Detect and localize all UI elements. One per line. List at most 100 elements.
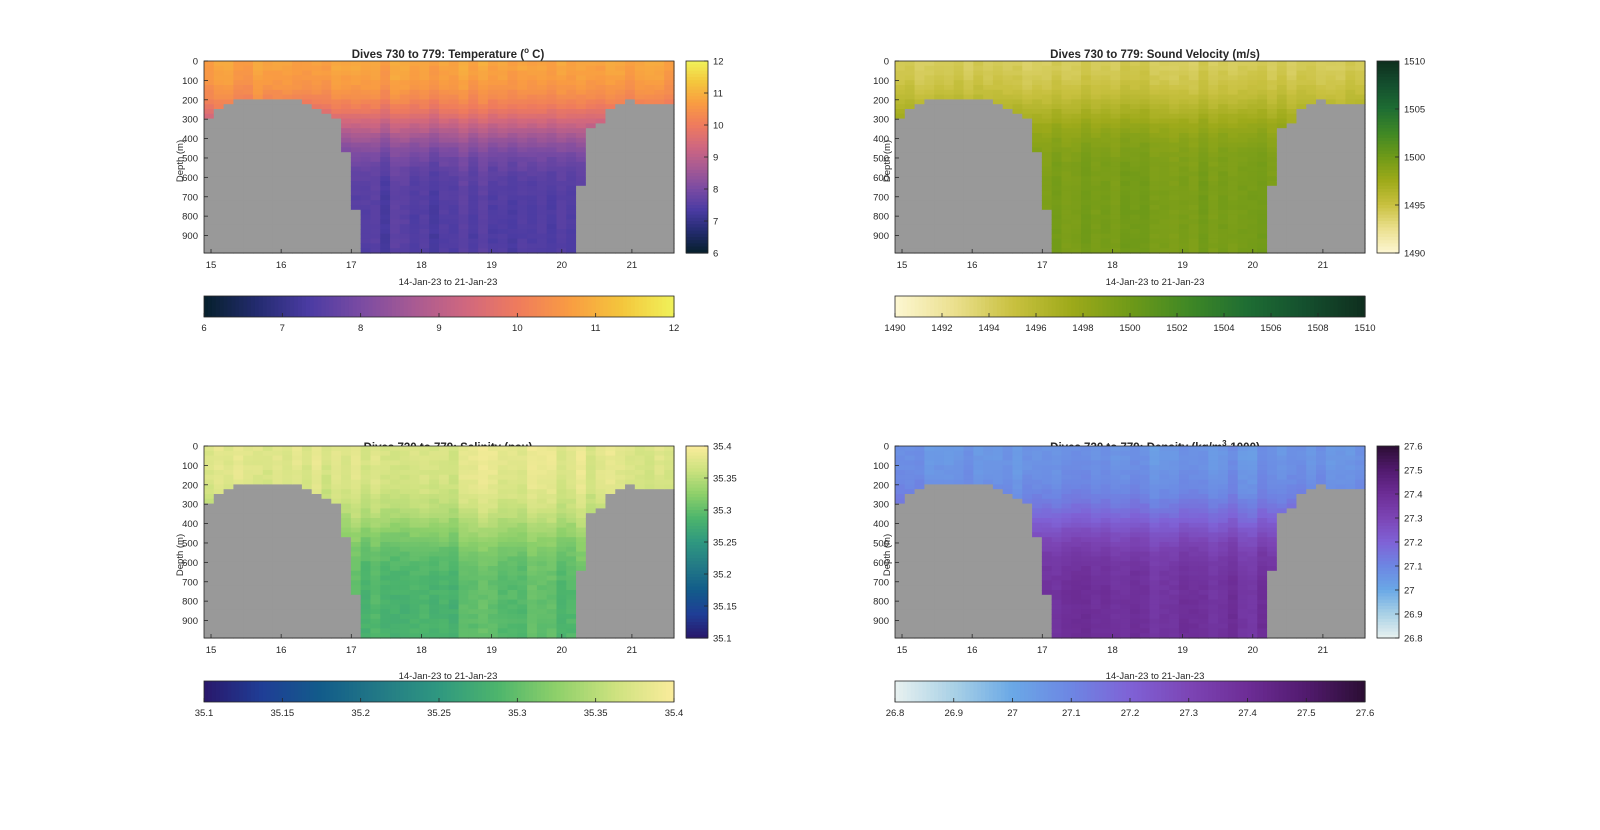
heat-cell [272, 513, 283, 519]
heat-cell [634, 195, 646, 201]
heat-cell [292, 224, 303, 230]
heat-cell [360, 70, 372, 76]
heat-cell [458, 195, 469, 201]
colorbar-swatch [1271, 296, 1276, 317]
heat-cell [380, 118, 391, 124]
heat-cell [331, 575, 342, 581]
heat-cell [370, 89, 381, 96]
heat-cell [1139, 161, 1151, 168]
heat-cell [458, 80, 469, 86]
heat-cell [943, 104, 955, 110]
heat-cell [914, 233, 925, 240]
heat-cell [448, 123, 460, 129]
heat-cell [1120, 171, 1131, 177]
heat-cell [1041, 205, 1053, 211]
heat-cell [252, 157, 264, 163]
heat-cell [934, 205, 945, 211]
heat-cell [992, 89, 1004, 96]
heat-cell [439, 133, 450, 139]
colorbar-swatch [1377, 173, 1399, 177]
colorbar-swatch [423, 296, 428, 317]
heat-cell [1081, 219, 1092, 225]
heat-cell [953, 209, 965, 216]
heat-cell [204, 181, 215, 187]
heat-cell [204, 185, 215, 192]
heat-cell [252, 181, 264, 187]
heat-cell [321, 75, 332, 81]
heat-cell [439, 61, 450, 67]
heat-cell [341, 470, 352, 476]
heat-cell [1267, 61, 1278, 67]
heat-cell [1149, 80, 1160, 86]
heat-cell [1218, 176, 1229, 182]
heat-cell [1286, 142, 1298, 148]
heat-cell [556, 113, 567, 120]
heat-cell [399, 137, 411, 144]
heat-cell [1041, 171, 1053, 177]
heat-cell [341, 513, 352, 519]
heat-cell [1100, 89, 1112, 96]
heat-cell [282, 248, 293, 254]
heat-cell [262, 142, 274, 148]
heat-cell [1081, 104, 1092, 110]
heat-cell [331, 570, 342, 577]
heat-cell [1208, 94, 1219, 100]
heat-cell [468, 75, 479, 81]
heat-cell [546, 118, 558, 124]
heat-cell [272, 176, 283, 182]
heat-cell [1022, 85, 1033, 91]
heat-cell [233, 546, 244, 553]
heat-cell [1120, 248, 1131, 254]
heat-cell [1149, 185, 1160, 192]
heat-cell [1257, 248, 1268, 254]
heat-cell [1149, 137, 1160, 144]
heat-cell [292, 219, 303, 225]
heat-cell [904, 142, 916, 148]
heat-cell [625, 109, 636, 115]
heat-cell [262, 566, 274, 572]
heat-cell [243, 94, 254, 100]
heat-cell [992, 61, 1004, 67]
heat-cell [243, 99, 254, 105]
heat-cell [390, 209, 401, 216]
heat-cell [1149, 128, 1160, 134]
heat-cell [478, 70, 489, 76]
heat-cell [1296, 75, 1307, 81]
colorbar-swatch [215, 296, 221, 317]
colorbar-swatch [1259, 296, 1264, 317]
heat-cell [895, 65, 906, 72]
heat-cell [1090, 248, 1102, 254]
heat-cell [458, 243, 469, 249]
colorbar-swatch [654, 296, 659, 317]
heat-cell [1090, 94, 1102, 100]
heat-cell [1120, 229, 1131, 235]
heat-cell [1032, 89, 1043, 96]
heat-cell [487, 195, 499, 201]
heat-cell [350, 85, 362, 91]
heat-cell [311, 561, 323, 567]
heat-cell [350, 190, 362, 196]
heat-cell [311, 238, 323, 244]
heat-cell [1130, 118, 1141, 124]
heat-cell [458, 147, 469, 153]
heat-cell [1296, 243, 1307, 249]
heat-cell [390, 94, 401, 100]
heat-cell [992, 113, 1004, 120]
heat-cell [963, 209, 974, 216]
heat-cell [595, 161, 607, 168]
heat-cell [1296, 85, 1307, 91]
heat-cell [1169, 233, 1180, 240]
heat-cell [204, 85, 215, 91]
heat-cell [1090, 166, 1102, 172]
heat-cell [943, 224, 955, 230]
heat-cell [904, 113, 916, 120]
heat-cell [904, 128, 916, 134]
heat-cell [243, 104, 254, 110]
heat-cell [615, 118, 626, 124]
heat-cell [595, 238, 607, 244]
heat-cell [311, 503, 323, 509]
heat-cell [1012, 89, 1023, 96]
heat-cell [301, 185, 313, 192]
y-tick-label: 300 [873, 115, 889, 126]
heat-cell [350, 508, 362, 514]
